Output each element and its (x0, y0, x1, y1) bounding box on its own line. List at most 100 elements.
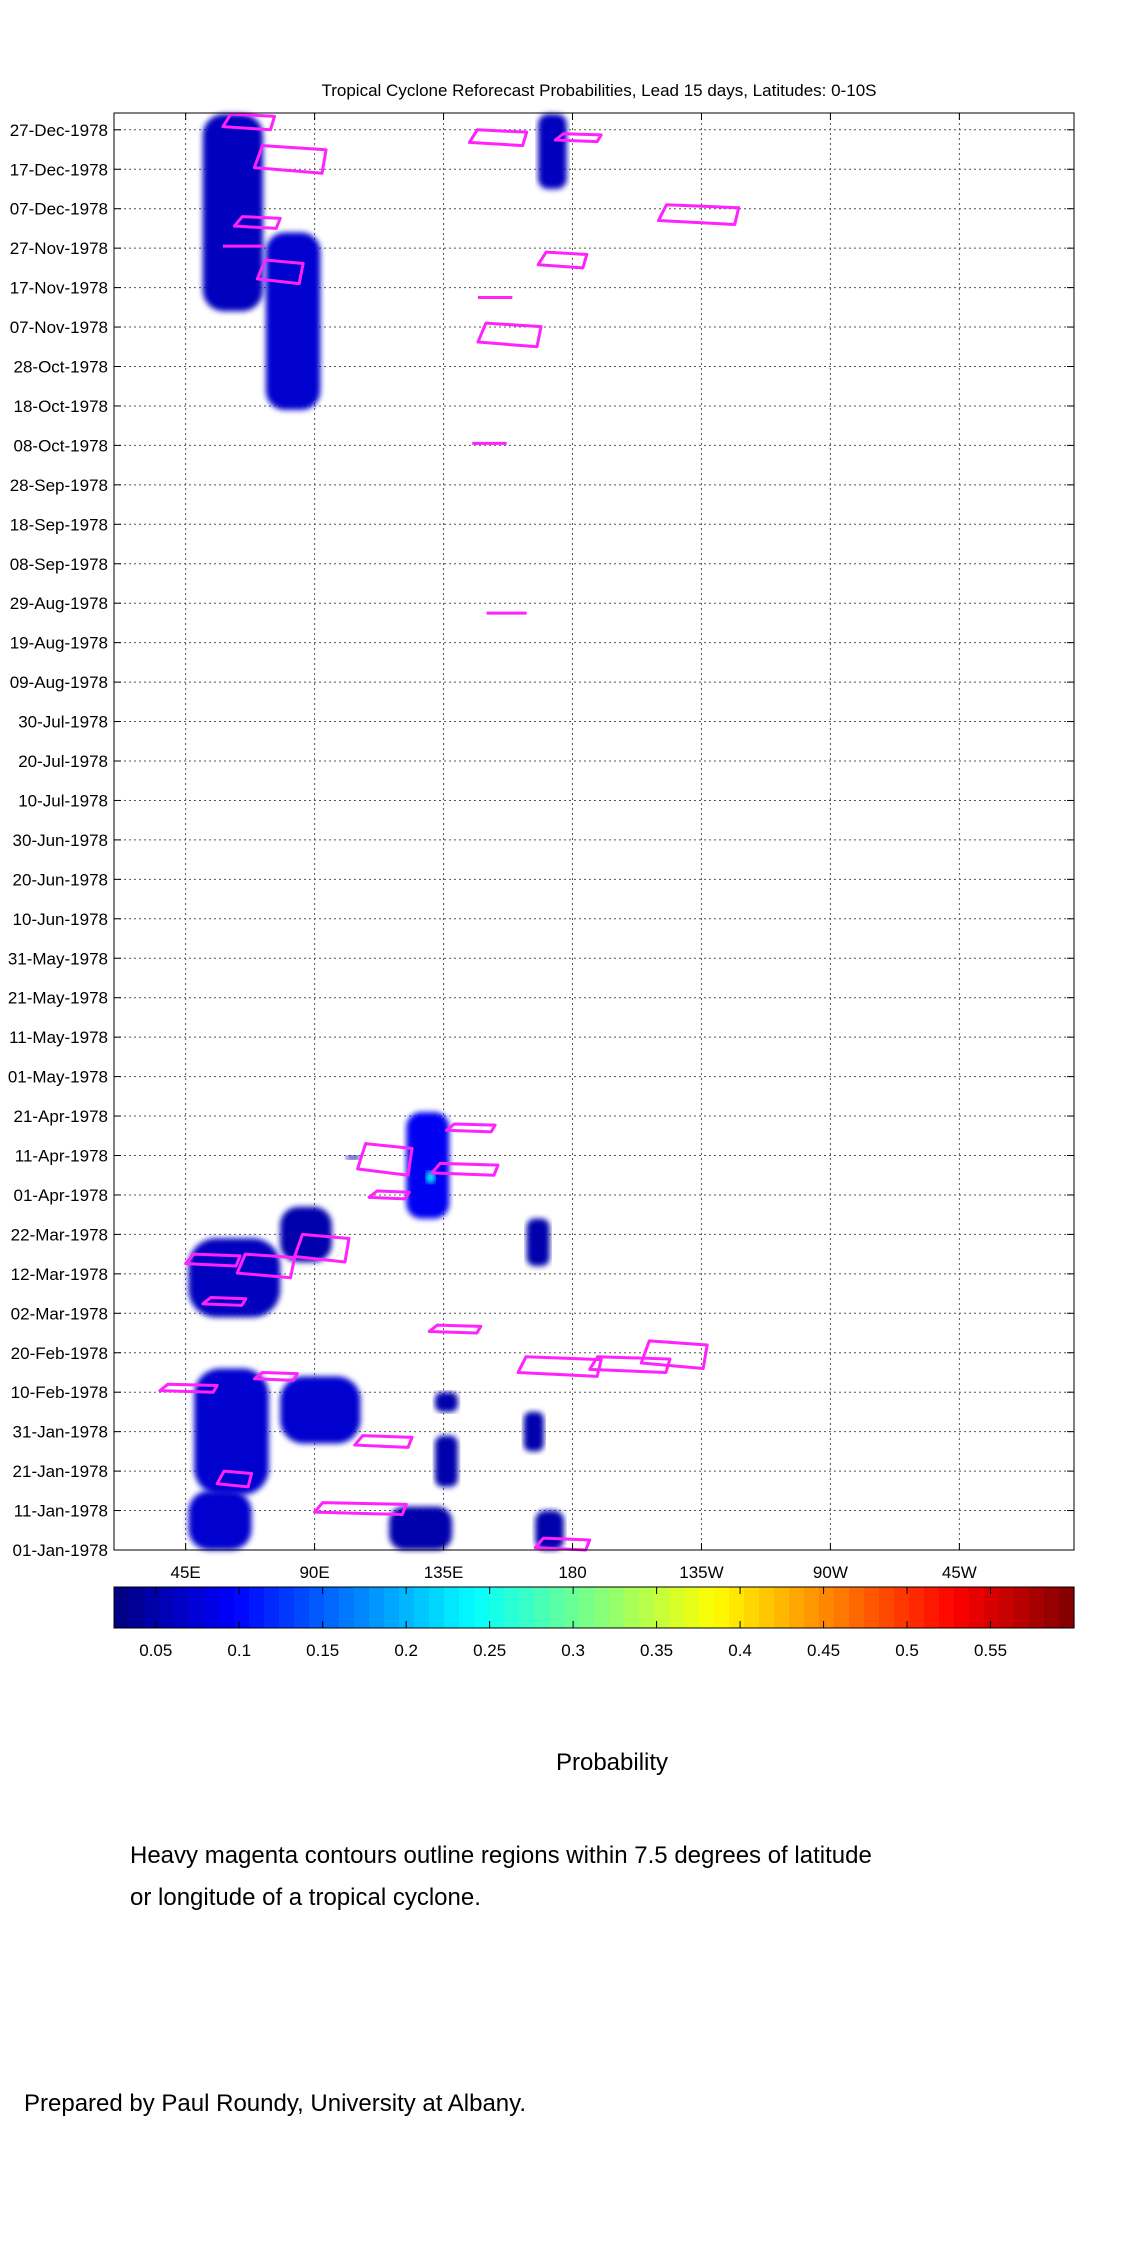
colorbar-tick-label: 0.05 (139, 1641, 172, 1660)
y-tick-label: 22-Mar-1978 (11, 1225, 108, 1244)
colorbar-cell (444, 1587, 460, 1628)
y-tick-label: 11-Jan-1978 (14, 1502, 108, 1521)
colorbar-cell (834, 1587, 850, 1628)
cyclone-contour (232, 215, 282, 230)
colorbar-tick-label: 0.55 (974, 1641, 1007, 1660)
y-tick-label: 21-May-1978 (8, 989, 108, 1008)
plot-area (114, 113, 1074, 1550)
cyclone-contour (313, 1501, 408, 1516)
x-tick-label: 135E (424, 1563, 464, 1582)
colorbar-cell (414, 1587, 430, 1628)
cyclone-contour (553, 132, 603, 144)
y-tick-label: 28-Oct-1978 (14, 358, 109, 377)
colorbar-cell (369, 1587, 385, 1628)
colorbar-cell (294, 1587, 310, 1628)
probability-region (434, 1392, 458, 1412)
y-tick-label: 12-Mar-1978 (11, 1265, 108, 1284)
colorbar-cell (1029, 1587, 1045, 1628)
y-tick-label: 17-Nov-1978 (10, 279, 108, 298)
colorbar-cell (174, 1587, 190, 1628)
colorbar-cell (504, 1587, 520, 1628)
cyclone-contour (536, 250, 589, 270)
cyclone-contour (430, 1161, 500, 1177)
colorbar-cell (339, 1587, 355, 1628)
y-tick-label: 31-May-1978 (8, 949, 108, 968)
colorbar-cell (129, 1587, 145, 1628)
y-tick-label: 10-Jun-1978 (13, 910, 108, 929)
y-tick-label: 18-Oct-1978 (14, 397, 109, 416)
cyclone-contour (516, 1355, 603, 1378)
colorbar-cell (669, 1587, 685, 1628)
y-tick-label: 29-Aug-1978 (10, 594, 108, 613)
y-tick-label: 08-Sep-1978 (10, 555, 108, 574)
colorbar-cell (879, 1587, 895, 1628)
colorbar-cell (699, 1587, 715, 1628)
colorbar-cell (579, 1587, 595, 1628)
colorbar-cell (954, 1587, 970, 1628)
cyclone-contour (252, 144, 328, 175)
x-tick-label: 180 (558, 1563, 586, 1582)
y-tick-label: 30-Jul-1978 (18, 713, 108, 732)
cyclone-contour (184, 1252, 242, 1268)
cyclone-contour (201, 1296, 248, 1307)
cyclone-contour (353, 1434, 414, 1449)
colorbar-cell (279, 1587, 295, 1628)
colorbar-cell (729, 1587, 745, 1628)
colorbar-cell (264, 1587, 280, 1628)
cyclone-contour (215, 1469, 254, 1489)
probability-region (389, 1506, 453, 1550)
y-tick-label: 27-Dec-1978 (10, 121, 108, 140)
probability-field (188, 114, 567, 1550)
y-tick-label: 08-Oct-1978 (14, 436, 109, 455)
colorbar-cell (789, 1587, 805, 1628)
colorbar-cell (999, 1587, 1015, 1628)
colorbar-cell (609, 1587, 625, 1628)
cyclone-contour (427, 1323, 483, 1335)
y-tick-label: 01-Jan-1978 (13, 1541, 108, 1560)
colorbar-cell (489, 1587, 505, 1628)
grid-lines (114, 113, 1074, 1551)
probability-region (523, 1411, 544, 1452)
colorbar-cell (144, 1587, 160, 1628)
y-tick-label: 10-Feb-1978 (11, 1383, 108, 1402)
colorbar-cell (849, 1587, 865, 1628)
colorbar-cell (774, 1587, 790, 1628)
plot-frame (113, 112, 1075, 1551)
colorbar-tick-label: 0.5 (895, 1641, 919, 1660)
colorbar-cell (639, 1587, 655, 1628)
colorbar-cell (474, 1587, 490, 1628)
colorbar-cell (894, 1587, 910, 1628)
contour-caption-line2: or longitude of a tropical cyclone. (130, 1884, 481, 1911)
colorbar-cell (399, 1587, 415, 1628)
colorbar-cell (309, 1587, 325, 1628)
colorbar-cell (984, 1587, 1000, 1628)
colorbar-cell (924, 1587, 940, 1628)
colorbar-cell (864, 1587, 880, 1628)
colorbar-cell (684, 1587, 700, 1628)
probability-region (265, 232, 321, 410)
cyclone-contour (221, 112, 276, 132)
y-tick-label: 07-Dec-1978 (10, 200, 108, 219)
y-tick-label: 09-Aug-1978 (10, 673, 108, 692)
colorbar-tick-label: 0.3 (561, 1641, 585, 1660)
cyclone-contour (252, 1370, 299, 1382)
probability-region (526, 1218, 550, 1266)
colorbar-cell (159, 1587, 175, 1628)
colorbar-cell (909, 1587, 925, 1628)
y-tick-label: 19-Aug-1978 (10, 634, 108, 653)
probability-region (406, 1112, 450, 1219)
colorbar-tick-label: 0.2 (394, 1641, 418, 1660)
colorbar: 0.05 0.1 0.15 0.2 0.25 0.3 0.35 0.4 0.45 0.5 0.55 (113, 1586, 1075, 1660)
cyclone-contour (356, 1142, 414, 1177)
colorbar-cell (1059, 1587, 1075, 1628)
cyclone-contour (158, 1382, 219, 1394)
y-tick-label: 02-Mar-1978 (11, 1304, 108, 1323)
probability-region (280, 1376, 361, 1444)
y-tick-label: 01-May-1978 (8, 1068, 108, 1087)
colorbar-cell (384, 1587, 400, 1628)
colorbar-label: Probability (556, 1749, 668, 1776)
colorbar-cell (819, 1587, 835, 1628)
colorbar-frame (113, 1586, 1075, 1629)
credit-text: Prepared by Paul Roundy, University at A… (24, 2090, 527, 2117)
y-tick-label: 21-Jan-1978 (13, 1462, 108, 1481)
